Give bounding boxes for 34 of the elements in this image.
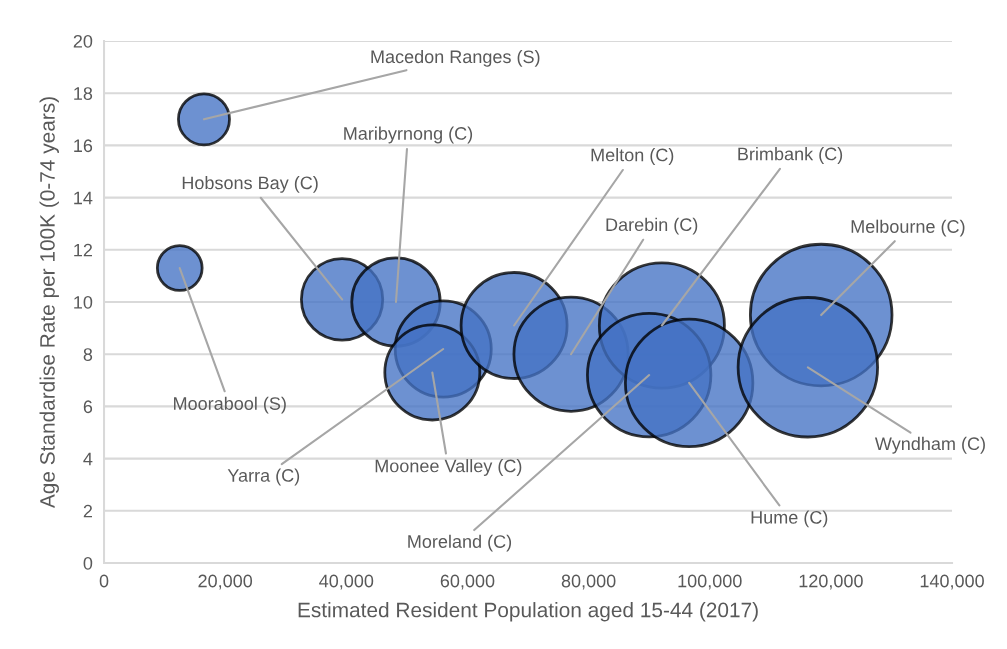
y-axis-title: Age Standardise Rate per 100K (0-74 years) — [39, 97, 59, 509]
y-tick-label: 6 — [83, 400, 93, 414]
x-tick-label: 40,000 — [319, 574, 374, 590]
annotation: Macedon Ranges (S) — [371, 49, 540, 67]
x-axis-title: Estimated Resident Population aged 15-44 (2017) — [298, 602, 758, 622]
y-tick-label: 10 — [74, 295, 93, 309]
y-tick-label: 14 — [74, 191, 93, 205]
annotation: Wyndham (C) — [874, 436, 985, 454]
annotation: Yarra (C) — [227, 468, 300, 486]
annotation: Maribyrnong (C) — [344, 126, 473, 144]
annotation: Moorabool (S) — [174, 396, 286, 414]
y-tick-label: 8 — [83, 348, 93, 361]
y-tick-label: 18 — [74, 87, 93, 100]
x-tick-label: 60,000 — [440, 574, 495, 590]
annotation: Darebin (C) — [606, 217, 698, 235]
x-tick-label: 100,000 — [678, 574, 742, 590]
annotation: Hume (C) — [751, 510, 828, 528]
x-tick-label: 0 — [99, 574, 109, 588]
annotation: Brimbank (C) — [738, 147, 843, 164]
y-tick-label: 0 — [83, 556, 93, 570]
annotation: Hobsons Bay (C) — [182, 175, 318, 193]
y-tick-label: 16 — [74, 139, 93, 153]
y-tick-label: 2 — [83, 504, 93, 518]
y-tick-label: 12 — [74, 243, 93, 257]
annotation: Melton (C) — [591, 148, 674, 165]
annotation: Moreland (C) — [408, 534, 512, 552]
x-tick-label: 20,000 — [198, 574, 253, 590]
y-tick-label: 4 — [83, 452, 93, 466]
x-tick-label: 140,000 — [920, 574, 984, 590]
annotation: Melbourne (C) — [851, 219, 965, 237]
x-tick-label: 80,000 — [561, 574, 616, 590]
annotation: Moonee Valley (C) — [375, 459, 522, 476]
x-tick-label: 120,000 — [799, 574, 863, 590]
y-tick-label: 20 — [73, 34, 93, 48]
